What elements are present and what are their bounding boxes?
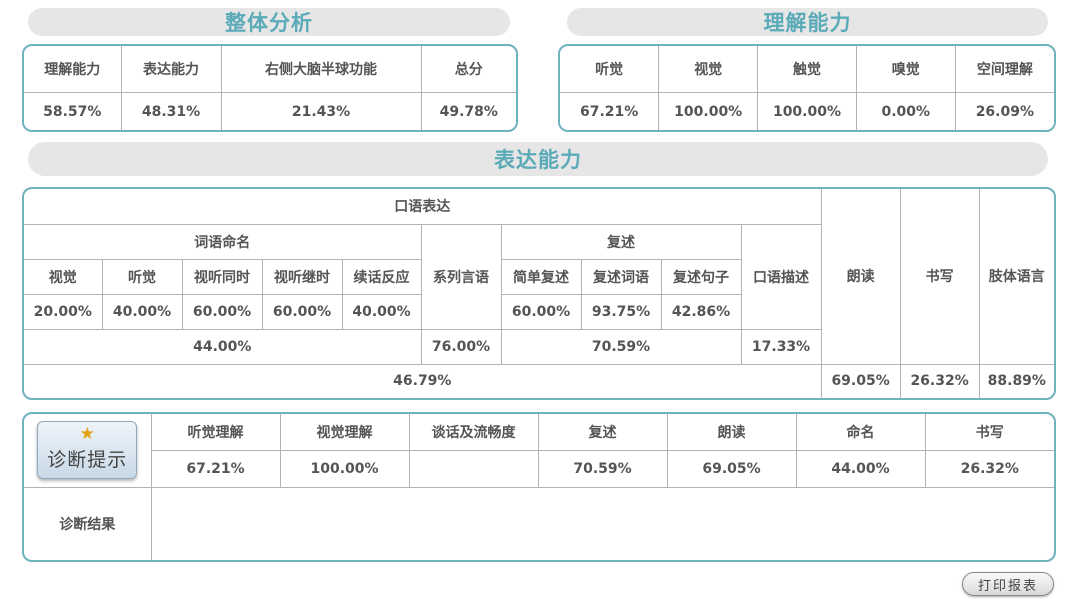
- diagnosis-value-repeat: 70.59%: [537, 449, 668, 488]
- diagnosis-result-label: 诊断结果: [24, 486, 152, 560]
- repeat-item-words: 复述词语: [580, 258, 662, 295]
- repeat-total: 70.59%: [500, 328, 742, 365]
- star-icon: ★: [79, 424, 95, 445]
- reading-value: 69.05%: [820, 363, 901, 398]
- naming-value-visual: 20.00%: [24, 293, 103, 330]
- naming-value-av-sequential: 60.00%: [261, 293, 343, 330]
- overall-value-total: 49.78%: [420, 92, 516, 130]
- writing-value: 26.32%: [899, 363, 980, 398]
- body-language-header: 肢体语言: [978, 189, 1054, 365]
- naming-total: 44.00%: [24, 328, 422, 365]
- overall-title: 整体分析: [28, 8, 510, 36]
- naming-item-av-sequential: 视听继时: [261, 258, 343, 295]
- expression-title: 表达能力: [28, 142, 1048, 176]
- naming-value-av-simultaneous: 60.00%: [181, 293, 263, 330]
- diagnosis-header-visual-comprehension: 视觉理解: [279, 414, 410, 451]
- comprehension-table: 听觉 视觉 触觉 嗅觉 空间理解 67.21% 100.00% 100.00% …: [558, 44, 1056, 132]
- print-report-button[interactable]: 打印报表: [962, 572, 1054, 596]
- diagnosis-header-fluency: 谈话及流畅度: [408, 414, 539, 451]
- series-speech-header: 系列言语: [420, 223, 502, 330]
- diagnosis-header-naming: 命名: [795, 414, 926, 451]
- naming-header: 词语命名: [24, 223, 422, 260]
- diagnosis-result-text: [150, 486, 1054, 560]
- diagnosis-value-visual-comprehension: 100.00%: [279, 449, 410, 488]
- comprehension-header-auditory: 听觉: [560, 46, 660, 94]
- oral-description-value: 17.33%: [740, 328, 822, 365]
- overall-header-comprehension: 理解能力: [24, 46, 122, 94]
- comprehension-value-olfactory: 0.00%: [855, 92, 956, 130]
- comprehension-value-spatial: 26.09%: [954, 92, 1054, 130]
- overall-header-right-hemisphere: 右侧大脑半球功能: [220, 46, 422, 94]
- comprehension-header-olfactory: 嗅觉: [855, 46, 956, 94]
- comprehension-title: 理解能力: [567, 8, 1048, 36]
- series-speech-value: 76.00%: [420, 328, 502, 365]
- diagnosis-header-reading: 朗读: [666, 414, 797, 451]
- repeat-item-sentences: 复述句子: [660, 258, 741, 295]
- diagnosis-table: ★ 诊断提示 听觉理解 视觉理解 谈话及流畅度 复述 朗读 命名 书写 67.2…: [22, 412, 1056, 562]
- comprehension-value-tactile: 100.00%: [757, 92, 857, 130]
- diagnosis-value-fluency: [408, 449, 539, 488]
- diagnosis-value-reading: 69.05%: [666, 449, 797, 488]
- comprehension-header-tactile: 触觉: [757, 46, 857, 94]
- naming-value-continuation: 40.00%: [341, 293, 422, 330]
- overall-value-comprehension: 58.57%: [24, 92, 122, 130]
- naming-item-continuation: 续话反应: [341, 258, 422, 295]
- naming-item-visual: 视觉: [24, 258, 103, 295]
- diagnosis-hint-button[interactable]: ★ 诊断提示: [37, 421, 138, 480]
- repeat-header: 复述: [500, 223, 742, 260]
- naming-value-auditory: 40.00%: [101, 293, 183, 330]
- diagnosis-value-auditory-comprehension: 67.21%: [151, 449, 281, 488]
- naming-item-auditory: 听觉: [101, 258, 183, 295]
- oral-expression-header: 口语表达: [24, 189, 822, 225]
- repeat-item-simple: 简单复述: [500, 258, 582, 295]
- diagnosis-header-repeat: 复述: [537, 414, 668, 451]
- expression-table: 口语表达 朗读 书写 肢体语言 词语命名 系列言语 复述 口语描述 视觉 听觉 …: [22, 187, 1056, 400]
- naming-item-av-simultaneous: 视听同时: [181, 258, 263, 295]
- diagnosis-hint-label: 诊断提示: [47, 449, 128, 472]
- repeat-value-words: 93.75%: [580, 293, 662, 330]
- diagnosis-value-writing: 26.32%: [924, 449, 1054, 488]
- overall-value-expression: 48.31%: [120, 92, 222, 130]
- diagnosis-header-writing: 书写: [924, 414, 1054, 451]
- reading-header: 朗读: [820, 189, 901, 365]
- diagnosis-value-naming: 44.00%: [795, 449, 926, 488]
- overall-value-right-hemisphere: 21.43%: [220, 92, 422, 130]
- body-language-value: 88.89%: [978, 363, 1054, 398]
- overall-table: 理解能力 表达能力 右侧大脑半球功能 总分 58.57% 48.31% 21.4…: [22, 44, 518, 132]
- comprehension-value-auditory: 67.21%: [560, 92, 660, 130]
- oral-description-header: 口语描述: [740, 223, 822, 330]
- overall-header-total: 总分: [420, 46, 516, 94]
- diagnosis-header-auditory-comprehension: 听觉理解: [150, 414, 281, 451]
- repeat-value-simple: 60.00%: [500, 293, 582, 330]
- overall-header-expression: 表达能力: [120, 46, 222, 94]
- diagnosis-button-cell: ★ 诊断提示: [24, 414, 152, 488]
- repeat-value-sentences: 42.86%: [660, 293, 741, 330]
- oral-expression-total: 46.79%: [24, 363, 822, 398]
- comprehension-header-visual: 视觉: [658, 46, 759, 94]
- writing-header: 书写: [899, 189, 980, 365]
- comprehension-value-visual: 100.00%: [658, 92, 759, 130]
- comprehension-header-spatial: 空间理解: [954, 46, 1054, 94]
